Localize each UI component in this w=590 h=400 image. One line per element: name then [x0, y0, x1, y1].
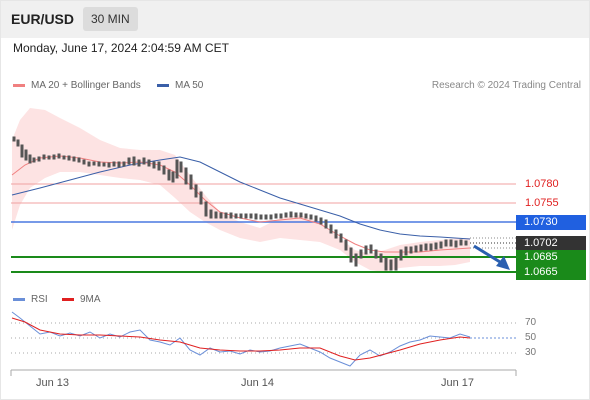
rsi-ma-line [11, 317, 471, 361]
ma50-swatch [157, 84, 169, 87]
x-label-jun14: Jun 14 [241, 377, 275, 389]
candles [12, 136, 468, 271]
rsi-swatch [13, 298, 25, 301]
rsi-ma-label: 9MA [80, 294, 101, 305]
forecast-arrow-icon [473, 244, 510, 270]
legend-ma50: MA 50 [157, 80, 203, 91]
rsi-label: RSI [31, 294, 48, 305]
ma50-label: MA 50 [175, 80, 204, 91]
level-s1-tag: 1.0685 [516, 250, 586, 265]
level-r2-label: 1.0780 [525, 178, 559, 190]
research-credit: Research © 2024 Trading Central [431, 80, 581, 91]
rsi-level-30-label: 30 [525, 347, 537, 358]
ma20-label: MA 20 + Bollinger Bands [31, 80, 141, 91]
x-label-jun13: Jun 13 [36, 377, 70, 389]
date-line: Monday, June 17, 2024 2:04:59 AM CET [13, 41, 229, 55]
ma20-swatch [13, 84, 25, 87]
legend-9ma: 9MA [62, 294, 101, 305]
ma50-line [11, 156, 471, 240]
legend-ma20: MA 20 + Bollinger Bands [13, 80, 141, 91]
pair-title: EUR/USD [11, 11, 75, 27]
level-pivot-tag: 1.0730 [516, 215, 586, 230]
x-label-jun17: Jun 17 [441, 377, 475, 389]
legend-rsi: RSI [13, 294, 48, 305]
level-current-tag: 1.0702 [516, 236, 586, 251]
rsi-level-50-label: 50 [525, 332, 537, 343]
rsi-line [11, 311, 471, 367]
bollinger-band [12, 108, 470, 272]
rsi-level-70-label: 70 [525, 317, 537, 328]
rsi-ma-swatch [62, 298, 74, 301]
level-s2-tag: 1.0665 [516, 265, 586, 280]
timeframe-button[interactable]: 30 MIN [83, 7, 138, 31]
level-r1-label: 1.0755 [525, 197, 559, 209]
